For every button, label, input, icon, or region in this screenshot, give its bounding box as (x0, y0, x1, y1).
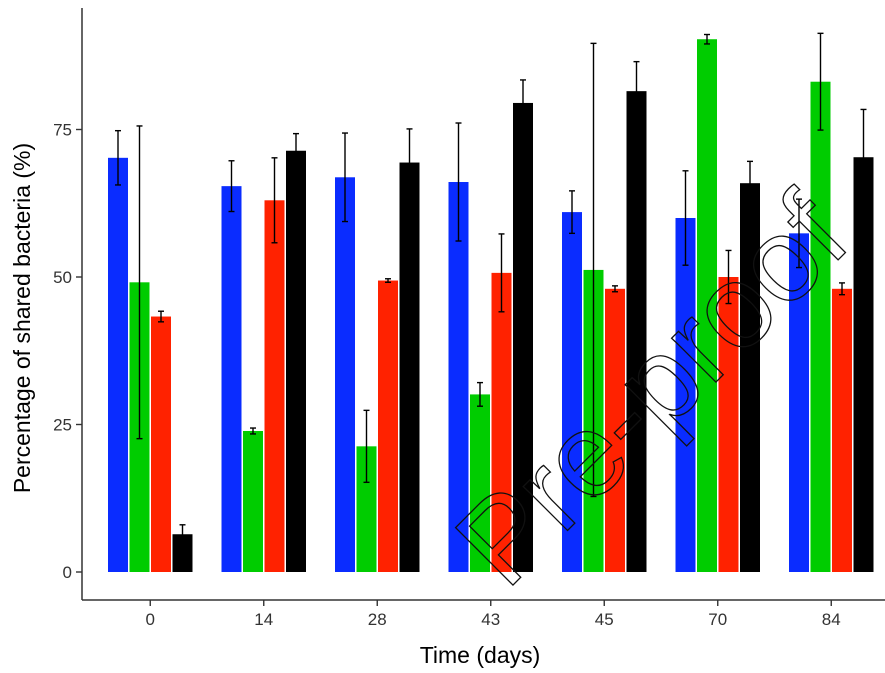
bar (448, 182, 469, 572)
bar (378, 280, 398, 572)
bar (853, 157, 874, 573)
bar (172, 534, 193, 572)
x-axis-title: Time (days) (420, 642, 541, 668)
bar (562, 212, 582, 572)
y-axis-title: Percentage of shared bacteria (%) (9, 143, 35, 493)
bar (399, 162, 420, 573)
bar (675, 218, 696, 572)
y-ticks-group: 0 25 50 75 (53, 121, 82, 582)
bar (810, 81, 831, 573)
y-tick-label: 75 (53, 121, 72, 140)
bar (335, 177, 355, 573)
y-tick-label: 25 (53, 416, 72, 435)
bar (491, 272, 512, 572)
bar (264, 200, 285, 573)
x-tick-label: 0 (146, 610, 155, 629)
bar (697, 39, 717, 573)
x-tick-label: 84 (822, 610, 841, 629)
x-tick-label: 45 (595, 610, 614, 629)
bar (470, 394, 490, 572)
bar (513, 102, 533, 572)
bar (356, 446, 377, 572)
x-tick-label: 70 (708, 610, 727, 629)
x-tick-label: 28 (368, 610, 387, 629)
bar (740, 183, 760, 572)
bar (221, 186, 242, 572)
bar (605, 288, 625, 572)
bar (286, 150, 306, 573)
bar (626, 91, 647, 573)
bar (718, 277, 739, 572)
error-bars-group (115, 32, 867, 545)
bar (789, 233, 809, 572)
bar (108, 157, 128, 572)
y-tick-label: 0 (63, 563, 72, 582)
bar (243, 430, 263, 572)
x-tick-label: 43 (481, 610, 500, 629)
x-ticks-group: 0 14 28 43 45 70 84 (146, 600, 841, 629)
bar (832, 288, 852, 572)
bar (151, 316, 171, 572)
bars-group (108, 39, 874, 573)
y-tick-label: 50 (53, 268, 72, 287)
x-tick-label: 14 (254, 610, 273, 629)
